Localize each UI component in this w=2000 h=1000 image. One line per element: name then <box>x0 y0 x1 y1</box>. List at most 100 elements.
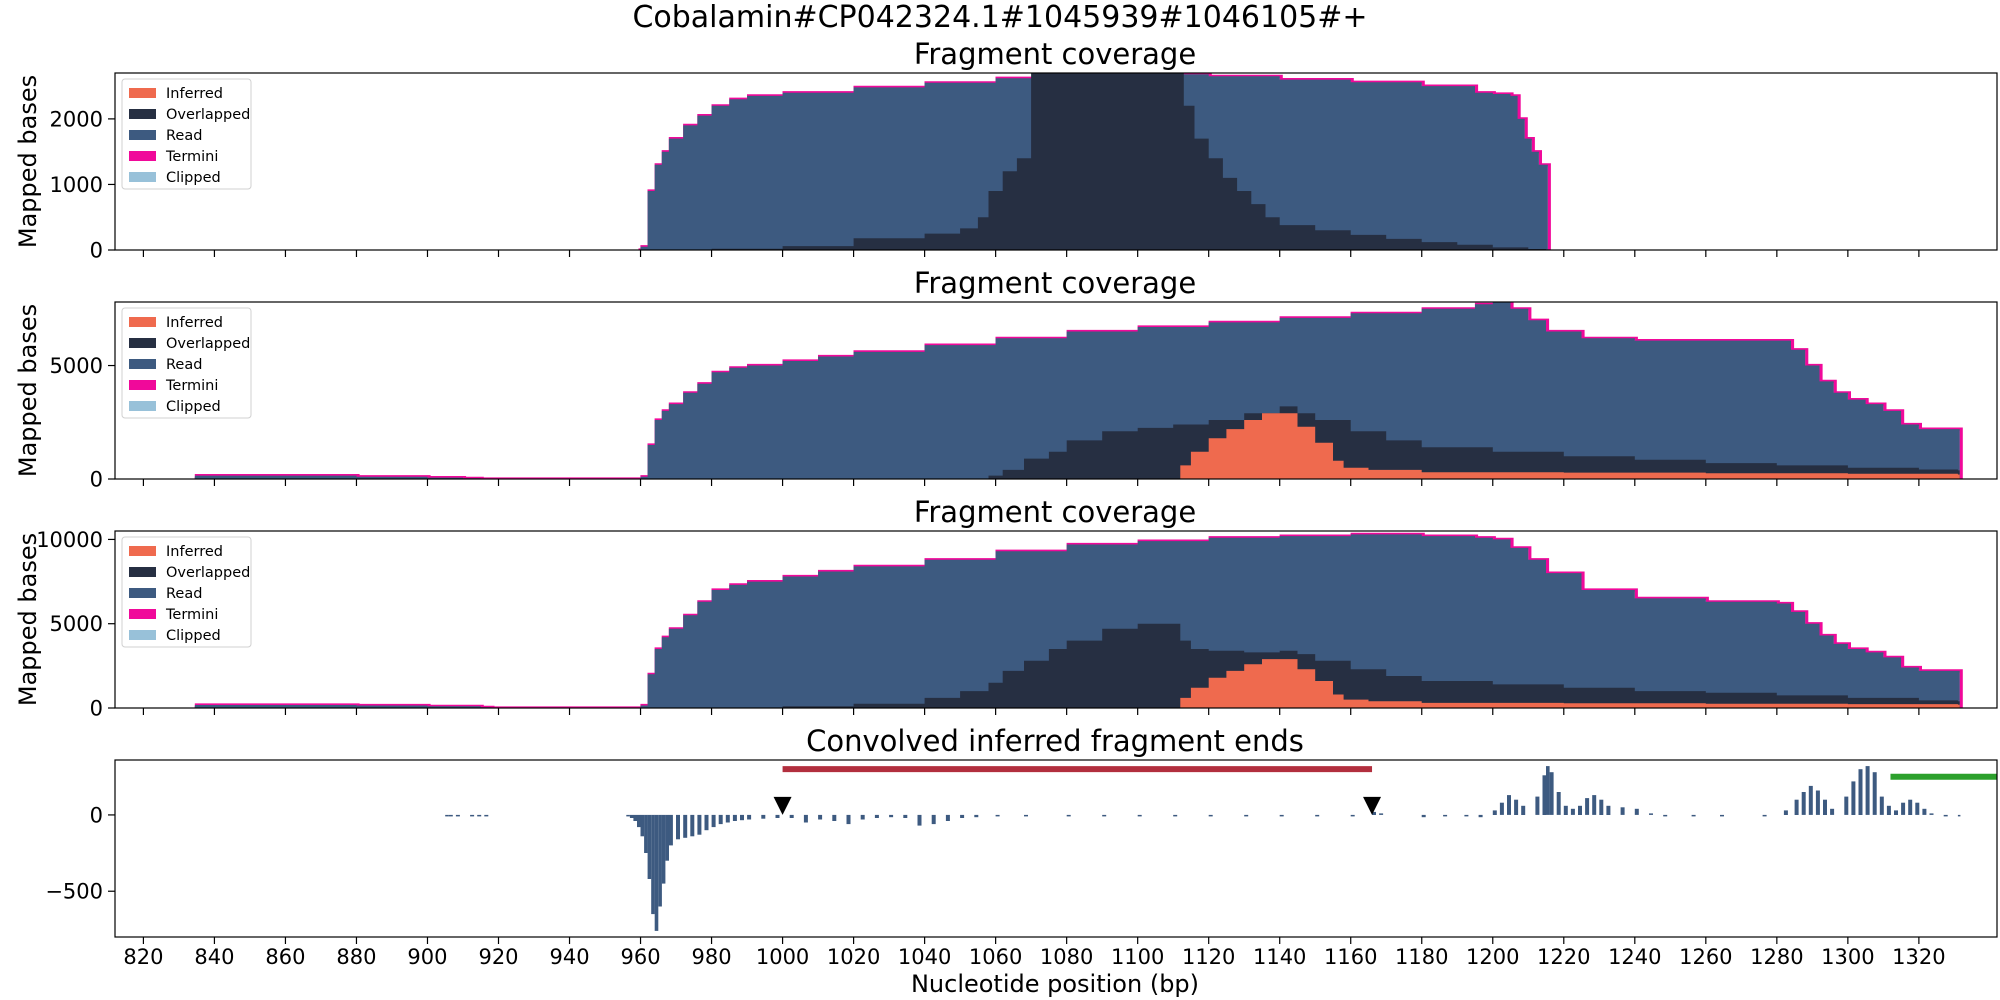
panel-frame <box>114 301 1998 480</box>
bar <box>1478 814 1483 818</box>
bar <box>1794 799 1799 815</box>
legend-label-clipped: Clipped <box>166 170 221 186</box>
bar <box>1815 790 1820 815</box>
bar <box>1858 769 1863 815</box>
legend-swatch-inferred <box>129 317 156 327</box>
bar <box>818 814 823 820</box>
bar <box>1879 796 1884 815</box>
legend-box <box>121 78 252 190</box>
bar <box>640 814 645 837</box>
legend: Inferred Overlapped Read Termini Clipped <box>121 307 252 419</box>
bar <box>484 814 489 817</box>
bar <box>1521 805 1526 815</box>
bar <box>903 814 908 818</box>
legend-swatch-inferred <box>129 88 156 98</box>
bar <box>1649 813 1653 815</box>
bar <box>445 814 449 817</box>
panel-title: Fragment coverage <box>914 37 1196 71</box>
bar <box>889 814 894 818</box>
bar <box>775 814 780 818</box>
bar <box>803 814 808 823</box>
legend-label-overlapped: Overlapped <box>166 336 250 352</box>
y-tick-label: 10000 <box>36 528 103 552</box>
legend: Inferred Overlapped Read Termini Clipped <box>121 78 252 190</box>
bar <box>697 814 702 835</box>
y-axis-label: Mapped bases <box>14 533 42 706</box>
bar <box>1663 814 1668 817</box>
legend-swatch-clipped <box>129 172 156 182</box>
bar <box>676 814 680 840</box>
y-tick-label: 0 <box>90 803 103 827</box>
bar <box>761 814 766 819</box>
bar <box>661 814 666 884</box>
x-axis-label: Nucleotide position (bp) <box>911 970 1199 998</box>
panel-frame <box>114 72 1998 251</box>
x-tick-label: 920 <box>478 945 518 969</box>
bar <box>832 814 837 821</box>
bar <box>874 814 879 818</box>
bar <box>718 814 723 825</box>
bar <box>1691 814 1696 817</box>
x-tick-label: 1020 <box>827 945 880 969</box>
x-tick-label: 1140 <box>1253 945 1306 969</box>
bar <box>1372 811 1376 815</box>
bar <box>1720 814 1724 817</box>
bar <box>637 814 641 828</box>
bar <box>1563 805 1568 815</box>
x-tick-label: 1320 <box>1892 945 1945 969</box>
x-tick-label: 1000 <box>756 945 809 969</box>
legend-swatch-read <box>129 588 156 598</box>
series-inferred <box>1173 413 1960 479</box>
bar <box>1514 799 1519 815</box>
bar <box>1943 814 1948 817</box>
legend-swatch-termini <box>129 609 156 619</box>
end-marker <box>773 796 792 815</box>
series-read <box>193 534 1960 708</box>
x-tick-label: 820 <box>123 945 163 969</box>
legend-label-read: Read <box>166 357 202 373</box>
series-overlapped <box>637 73 1546 250</box>
legend-box <box>121 536 252 648</box>
panel-data <box>193 302 1963 479</box>
legend-swatch-termini <box>129 380 156 390</box>
bar <box>477 814 482 817</box>
bar <box>1244 814 1249 817</box>
x-tick-label: 1260 <box>1679 945 1732 969</box>
x-tick-label: 960 <box>620 945 660 969</box>
bar <box>1823 799 1827 815</box>
bar <box>1379 813 1384 815</box>
bar <box>945 814 950 821</box>
bar <box>629 814 634 818</box>
legend-label-inferred: Inferred <box>166 544 223 560</box>
bar <box>1443 814 1448 817</box>
bar <box>1549 772 1554 815</box>
bar <box>1585 798 1590 815</box>
x-tick-label: 860 <box>265 945 305 969</box>
bar <box>1872 772 1877 815</box>
bar <box>725 814 730 823</box>
series-overlapped <box>747 623 1960 708</box>
bar <box>1901 802 1906 815</box>
bar <box>747 814 752 820</box>
legend-label-read: Read <box>166 586 202 602</box>
bar <box>789 814 794 818</box>
bar <box>448 814 453 817</box>
end-marker <box>1363 796 1382 815</box>
y-tick-label: 0 <box>90 468 103 492</box>
legend-label-inferred: Inferred <box>166 86 223 102</box>
legend-label-termini: Termini <box>165 149 218 165</box>
legend-label-inferred: Inferred <box>166 315 223 331</box>
bar <box>1599 799 1604 815</box>
bar <box>651 814 655 915</box>
legend-swatch-termini <box>129 151 156 161</box>
bar <box>1844 796 1849 815</box>
x-tick-label: 1160 <box>1324 945 1377 969</box>
x-tick-label: 900 <box>407 945 447 969</box>
bar <box>1801 792 1806 815</box>
bar <box>1464 814 1469 817</box>
bar <box>1851 781 1856 815</box>
legend-swatch-inferred <box>129 546 156 556</box>
bar <box>732 814 737 821</box>
bar <box>633 814 637 821</box>
x-tick-label: 840 <box>194 945 234 969</box>
